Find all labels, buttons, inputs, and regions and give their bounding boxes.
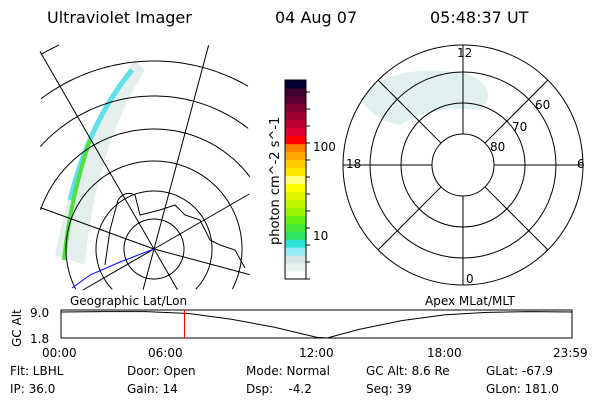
colorbar-swatch	[285, 223, 306, 232]
longitude-line	[40, 207, 155, 250]
mlat-80: 80	[490, 140, 506, 154]
colorbar-swatch	[285, 191, 306, 200]
apex-polar-map	[342, 44, 584, 286]
colorbar-swatch	[285, 247, 306, 256]
colorbar-swatch	[285, 183, 306, 192]
aurora-band	[62, 139, 92, 261]
colorbar-swatch	[285, 271, 306, 280]
colorbar-swatch	[285, 255, 306, 264]
colorbar-swatch	[285, 215, 306, 224]
colorbar-swatch	[285, 199, 306, 208]
longitude-line	[142, 248, 155, 290]
time: 05:48:37 UT	[430, 8, 529, 27]
colorbar-swatch	[285, 263, 306, 272]
longitude-line	[153, 193, 250, 250]
mlt-line	[377, 79, 442, 144]
xtick-0600: 06:00	[148, 346, 183, 360]
longitude-line	[82, 248, 155, 291]
colorbar-swatch	[285, 103, 306, 113]
altitude-ylabel: GC Alt	[10, 309, 24, 347]
mlt-0: 0	[466, 272, 474, 286]
colorbar-tick-100: 100	[313, 140, 336, 154]
gain: Gain: 14	[127, 382, 178, 396]
altitude-plot-frame	[60, 309, 573, 339]
latitude-circle	[65, 160, 243, 290]
latitude-circle	[39, 95, 249, 147]
glon: GLon: 181.0	[486, 382, 559, 396]
altitude-line	[60, 311, 573, 339]
longitude-line	[39, 51, 155, 250]
mlat-60: 60	[535, 98, 551, 112]
mlt-18: 18	[346, 157, 362, 171]
colorbar-swatch	[285, 159, 306, 169]
mlat-70: 70	[512, 120, 528, 134]
colorbar-swatch	[285, 239, 306, 248]
longitude-line	[153, 248, 250, 276]
date: 04 Aug 07	[275, 8, 358, 27]
latitude-circle	[95, 190, 213, 290]
latitude-circle	[42, 45, 250, 54]
xtick-0000: 00:00	[42, 346, 77, 360]
longitude-line	[153, 248, 178, 290]
apex-title: Apex MLat/MLT	[425, 294, 515, 308]
colorbar-swatch	[285, 127, 306, 137]
dsp: Dsp: -4.2	[246, 382, 312, 396]
colorbar-swatch	[285, 119, 306, 129]
mlt-line	[377, 186, 442, 251]
filter: Flt: LBHL	[10, 364, 64, 378]
latitude-circle	[40, 128, 251, 211]
mlt-12: 12	[457, 46, 473, 60]
longitude-line	[153, 45, 210, 250]
ytick-9: 9.0	[30, 306, 50, 320]
geographic-map	[39, 45, 251, 291]
door: Door: Open	[127, 364, 196, 378]
colorbar-tick-10: 10	[313, 229, 329, 243]
mlt-line	[484, 186, 549, 251]
aurora-patch	[360, 70, 488, 125]
seq: Seq: 39	[366, 382, 412, 396]
colorbar-swatch	[285, 111, 306, 121]
ytick-1.8: 1.8	[30, 332, 50, 346]
colorbar-swatch	[285, 80, 306, 89]
gc-alt: GC Alt: 8.6 Re	[366, 364, 450, 378]
mlat-circle	[431, 133, 495, 197]
colorbar-swatch	[285, 151, 306, 161]
title: Ultraviolet Imager	[47, 8, 192, 27]
colorbar-swatch	[285, 167, 306, 177]
mlt-6: 6	[577, 157, 585, 171]
mode: Mode: Normal	[246, 364, 330, 378]
coastline	[104, 192, 246, 269]
colorbar-swatch	[285, 175, 306, 184]
colorbar-swatch	[285, 87, 306, 97]
aurora-cyan	[67, 68, 134, 201]
ip: IP: 36.0	[10, 382, 56, 396]
colorbar-swatch	[285, 143, 306, 153]
colorbar-swatch	[285, 135, 306, 145]
colorbar-swatch	[285, 231, 306, 240]
xtick-1200: 12:00	[299, 346, 334, 360]
latitude-circle	[40, 60, 249, 100]
mlt-line	[484, 79, 549, 144]
xtick-2359: 23:59	[553, 346, 588, 360]
orbit-track	[71, 248, 155, 289]
colorbar	[285, 80, 310, 280]
colorbar-swatch	[285, 95, 306, 105]
colorbar-label: photon cm^-2 s^-1	[268, 116, 283, 245]
colorbar-frame	[284, 79, 307, 280]
aurora-haze	[55, 60, 145, 265]
xtick-1800: 18:00	[427, 346, 462, 360]
geo-title: Geographic Lat/Lon	[70, 294, 188, 308]
glat: GLat: -67.9	[486, 364, 553, 378]
colorbar-swatch	[285, 207, 306, 216]
